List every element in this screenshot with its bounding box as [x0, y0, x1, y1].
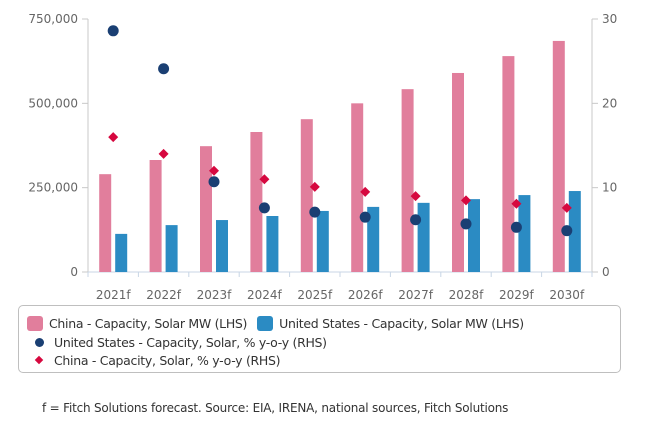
- bar-us-capacity: [115, 233, 128, 272]
- marker-us-yoy: [561, 225, 573, 237]
- marker-china-yoy: [309, 181, 320, 192]
- left-axis-tick-label: 750,000: [28, 12, 78, 26]
- marker-china-yoy: [209, 165, 219, 176]
- x-axis-tick-label: 2021f: [96, 288, 132, 300]
- bar-china-capacity: [401, 89, 414, 272]
- marker-us-yoy: [309, 206, 321, 218]
- right-axis-tick-label: 10: [602, 181, 617, 195]
- legend-swatch-china-capacity: [27, 315, 43, 331]
- left-axis-tick-label: 250,000: [28, 181, 78, 195]
- marker-china-yoy: [108, 132, 119, 143]
- marker-us-yoy: [410, 214, 422, 226]
- marker-china-yoy: [561, 202, 572, 213]
- bar-china-capacity: [452, 72, 464, 273]
- right-axis-tick-label: 20: [602, 96, 617, 110]
- marker-china-yoy: [410, 191, 421, 202]
- bar-us-capacity: [468, 199, 480, 272]
- x-axis-tick-label: 2027f: [398, 288, 434, 300]
- legend-label-us-yoy: United States - Capacity, Solar, % y-o-y…: [54, 334, 327, 350]
- bar-us-capacity: [216, 220, 228, 272]
- marker-china-yoy: [511, 198, 522, 209]
- tick-labels: 0 250,000 500,000 750,000 0 10 20 30 2021f 2022f 2…: [28, 12, 617, 300]
- x-axis-tick-label: 2024f: [247, 288, 283, 300]
- marker-us-yoy: [107, 25, 119, 37]
- bars: [99, 40, 581, 273]
- bar-china-capacity: [300, 119, 313, 272]
- right-axis-tick-label: 30: [602, 12, 617, 26]
- bar-us-capacity: [518, 195, 531, 272]
- x-axis-tick-label: 2030f: [549, 288, 585, 300]
- legend-marker-us-yoy: [35, 337, 44, 347]
- bar-us-capacity: [316, 210, 329, 272]
- bar-china-capacity: [200, 146, 212, 272]
- legend: China - Capacity, Solar MW (LHS) United …: [18, 305, 621, 373]
- legend-row-3: China - Capacity, Solar, % y-o-y (RHS): [27, 351, 281, 369]
- right-axis-tick-label: 0: [602, 265, 610, 279]
- marker-china-yoy: [461, 195, 471, 206]
- marker-china-yoy: [158, 148, 169, 159]
- bar-us-capacity: [417, 202, 430, 272]
- x-axis-tick-label: 2026f: [348, 288, 384, 300]
- bar-china-capacity: [502, 56, 515, 273]
- legend-swatch-us-capacity: [257, 315, 274, 331]
- x-axis-tick-label: 2025f: [297, 288, 333, 300]
- bar-us-capacity: [367, 206, 380, 272]
- footnote: f = Fitch Solutions forecast. Source: EI…: [42, 401, 509, 415]
- marker-us-yoy: [359, 211, 371, 223]
- marker-us-yoy: [158, 63, 170, 75]
- legend-row-2: United States - Capacity, Solar, % y-o-y…: [27, 333, 327, 351]
- x-axis-tick-label: 2029f: [499, 288, 535, 300]
- bar-us-capacity: [266, 216, 279, 272]
- bar-china-capacity: [552, 40, 565, 272]
- x-axis-tick-label: 2022f: [146, 288, 182, 300]
- legend-marker-china-yoy: [34, 355, 44, 365]
- marker-china-yoy: [360, 186, 371, 197]
- legend-label-china-capacity: China - Capacity, Solar MW (LHS): [49, 315, 248, 331]
- bar-us-capacity: [165, 225, 178, 272]
- left-axis-tick-label: 500,000: [28, 96, 78, 110]
- legend-row-1: China - Capacity, Solar MW (LHS) United …: [27, 314, 524, 332]
- marker-us-yoy: [460, 218, 472, 230]
- bar-china-capacity: [351, 103, 364, 272]
- marker-china-yoy: [259, 174, 270, 185]
- bar-china-capacity: [250, 132, 263, 272]
- legend-label-us-capacity: United States - Capacity, Solar MW (LHS): [279, 315, 524, 331]
- bar-us-capacity: [568, 191, 581, 272]
- chart: 0 250,000 500,000 750,000 0 10 20 30 2021f 2022f 2…: [28, 12, 617, 300]
- markers: [107, 25, 573, 237]
- x-axis-tick-label: 2023f: [197, 288, 233, 300]
- marker-us-yoy: [208, 176, 220, 188]
- legend-label-china-yoy: China - Capacity, Solar, % y-o-y (RHS): [54, 352, 281, 368]
- marker-us-yoy: [510, 221, 522, 233]
- bar-china-capacity: [149, 160, 162, 272]
- marker-us-yoy: [258, 202, 270, 214]
- x-axis-tick-label: 2028f: [449, 288, 485, 300]
- bar-china-capacity: [99, 174, 112, 272]
- left-axis-tick-label: 0: [70, 265, 78, 279]
